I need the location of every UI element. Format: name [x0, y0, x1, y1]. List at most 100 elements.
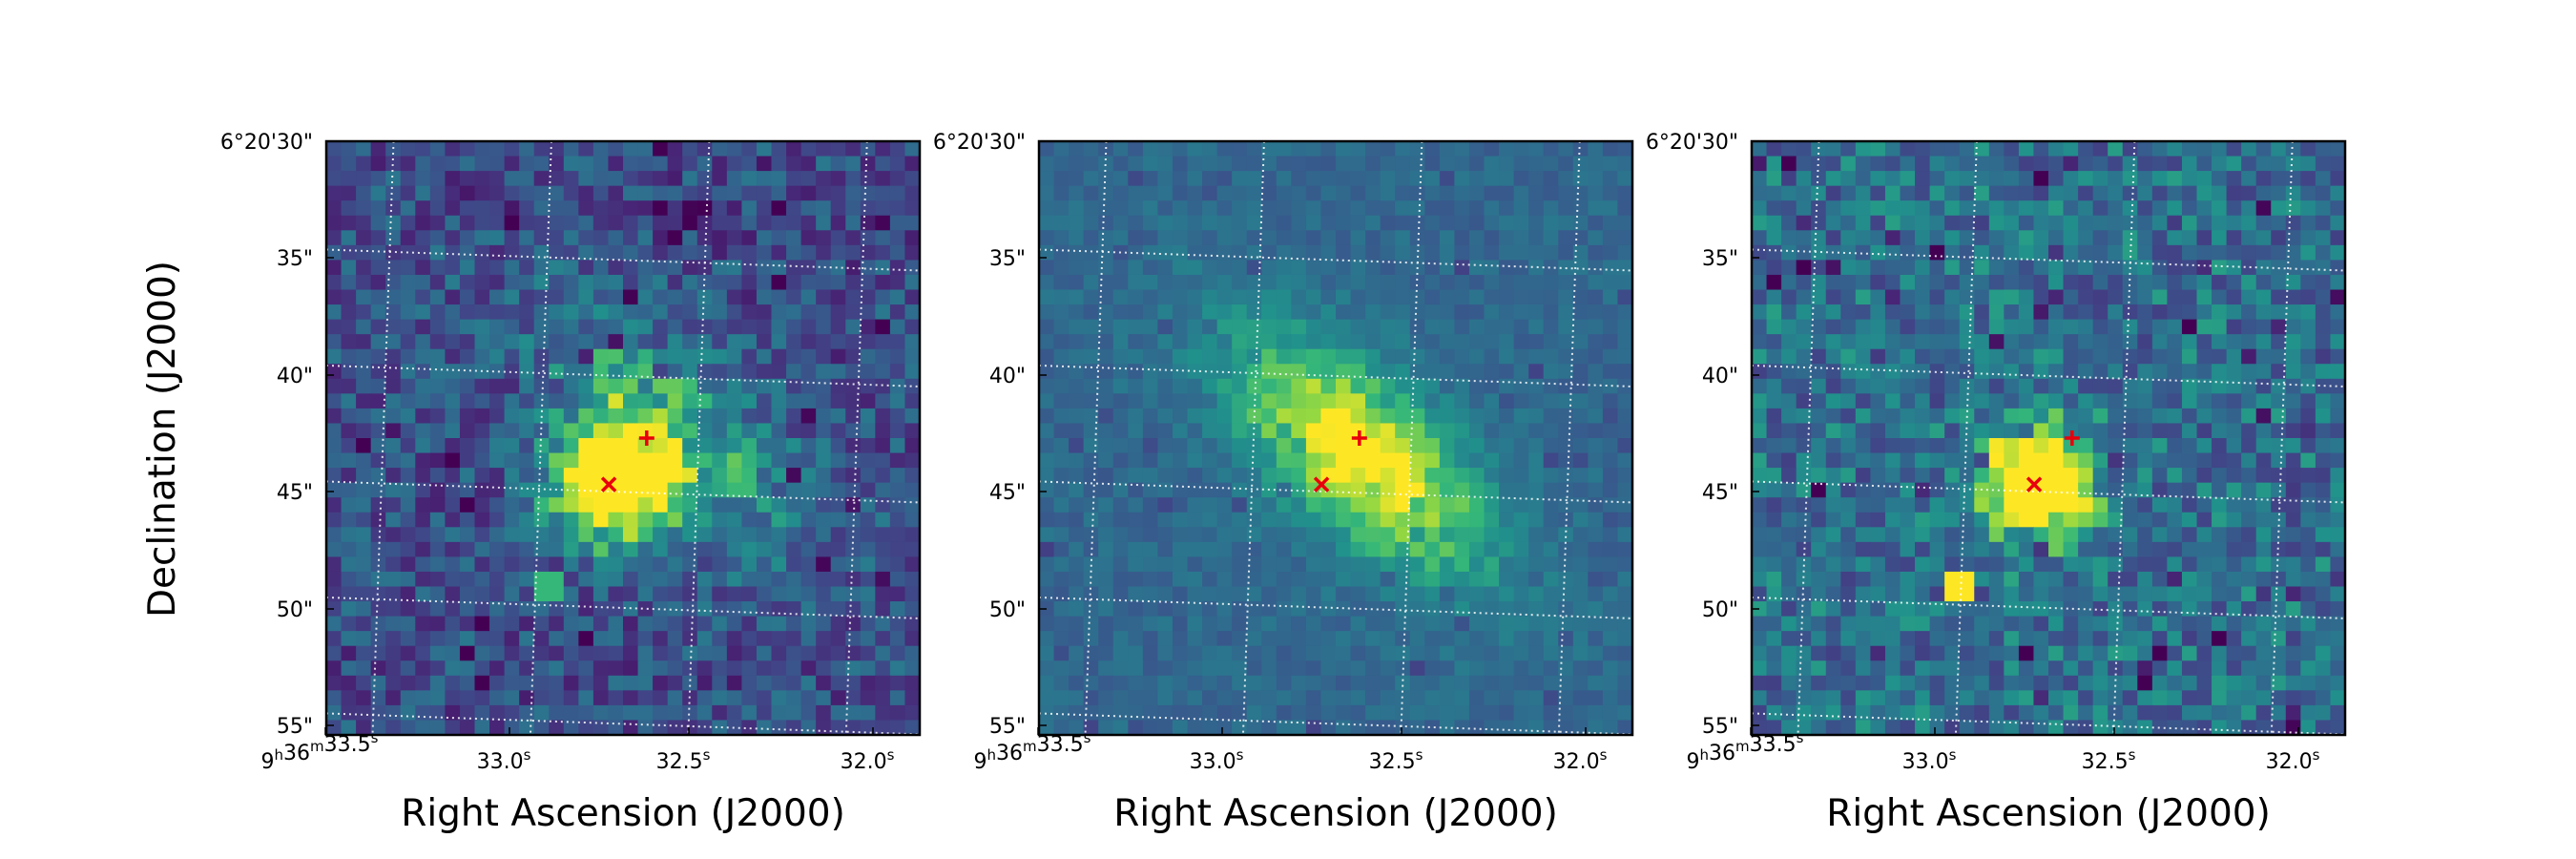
pixel [1900, 497, 1916, 513]
pixel [1439, 616, 1455, 632]
pixel [563, 660, 579, 677]
pixel [2108, 378, 2124, 394]
pixel [1409, 497, 1425, 513]
pixel [1796, 408, 1812, 425]
pixel [2033, 215, 2049, 231]
pixel [1588, 393, 1604, 409]
pixel [1112, 185, 1129, 201]
pixel [1320, 260, 1337, 276]
pixel [326, 348, 343, 365]
pixel [653, 541, 669, 557]
pixel [1752, 556, 1768, 573]
pixel [2167, 334, 2183, 350]
pixel [1959, 364, 1975, 380]
pixel [504, 260, 520, 276]
pixel [1039, 408, 1055, 425]
pixel [1053, 408, 1070, 425]
pixel [1752, 660, 1768, 677]
pixel [2048, 274, 2065, 291]
pixel [2092, 289, 2109, 305]
pixel [504, 720, 520, 736]
pixel [415, 482, 431, 498]
pixel [816, 378, 832, 394]
pixel [771, 185, 787, 201]
pixel [563, 334, 579, 350]
pixel [1468, 704, 1485, 722]
pixel [1543, 704, 1559, 722]
pixel [2018, 497, 2035, 513]
pixel [889, 571, 906, 588]
pixel [385, 289, 402, 305]
pixel [1069, 601, 1085, 618]
pixel [1336, 260, 1352, 276]
pixel [1172, 334, 1189, 350]
pixel [489, 616, 506, 632]
pixel [1276, 438, 1292, 454]
pixel [875, 541, 891, 557]
pixel [1187, 244, 1203, 261]
pixel [370, 452, 386, 469]
pixel [816, 675, 832, 691]
pixel [1053, 393, 1070, 409]
pixel [2285, 304, 2301, 321]
pixel [592, 408, 610, 425]
pixel [2078, 348, 2094, 365]
pixel [2330, 660, 2346, 677]
pixel [1915, 156, 1931, 172]
pixel [2330, 690, 2346, 706]
pixel [653, 452, 669, 469]
pixel [578, 482, 594, 498]
pixel [2181, 289, 2198, 305]
pixel [1157, 230, 1174, 246]
pixel [592, 438, 610, 454]
y-tick-label: 6°20'30" [933, 131, 1026, 155]
pixel [845, 185, 862, 201]
pixel [1766, 260, 1782, 276]
pixel [1336, 645, 1352, 661]
pixel [1098, 171, 1114, 187]
pixel [1796, 452, 1812, 469]
pixel [1261, 260, 1278, 276]
pixel [1825, 586, 1841, 602]
pixel [2122, 393, 2138, 409]
pixel [1128, 244, 1144, 261]
pixel [533, 244, 550, 261]
pixel [533, 156, 550, 172]
pixel [1602, 244, 1619, 261]
pixel [429, 334, 446, 350]
pixel [2241, 304, 2257, 321]
pixel [1336, 185, 1352, 201]
pixel [1112, 556, 1129, 573]
pixel [1128, 260, 1144, 276]
pixel [2137, 289, 2153, 305]
pixel [2196, 423, 2212, 439]
pixel [1276, 289, 1292, 305]
pixel [1499, 393, 1515, 409]
x-tick-label: 33.0s [1902, 746, 1957, 774]
pixel [2078, 156, 2094, 172]
pixel [1572, 423, 1589, 439]
pixel [1617, 452, 1633, 469]
pixel [1766, 512, 1782, 528]
pixel [800, 260, 817, 276]
pixel [1796, 244, 1812, 261]
pixel [712, 675, 728, 691]
pixel [2063, 438, 2079, 454]
pixel [1959, 334, 1975, 350]
pixel [2033, 260, 2049, 276]
pixel [563, 556, 579, 573]
pixel [2063, 348, 2079, 365]
pixel [400, 720, 416, 736]
pixel [816, 348, 832, 365]
pixel [2137, 720, 2153, 736]
pixel [1617, 527, 1633, 543]
pixel [1499, 571, 1515, 588]
pixel [1098, 482, 1114, 498]
pixel [637, 334, 654, 350]
pixel [1128, 645, 1144, 661]
pixel [489, 141, 506, 157]
pixel [592, 675, 610, 691]
pixel [800, 468, 817, 484]
pixel [712, 215, 728, 231]
pixel [1187, 541, 1203, 557]
